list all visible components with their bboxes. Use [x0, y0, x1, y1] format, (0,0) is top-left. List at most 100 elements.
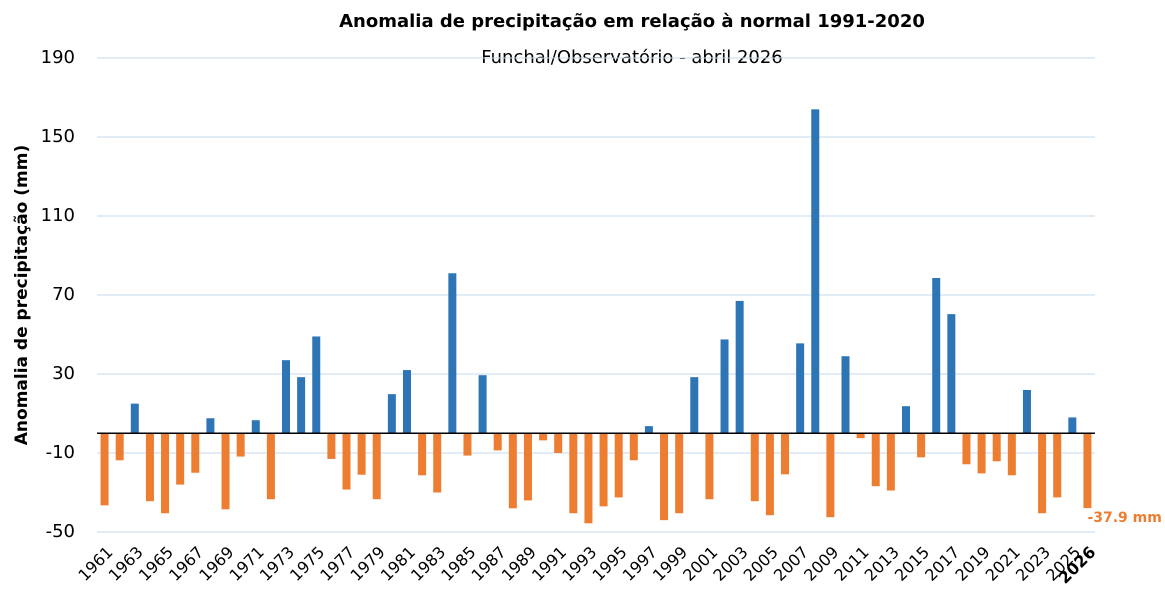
- bar: [206, 418, 215, 434]
- y-tick-label: -10: [46, 442, 75, 463]
- x-tick-label: 1993: [558, 543, 600, 585]
- bar: [569, 433, 578, 514]
- bar: [992, 433, 1001, 462]
- bar: [191, 433, 200, 473]
- bar: [690, 377, 699, 434]
- bar: [282, 360, 291, 434]
- y-tick-label: -50: [46, 521, 75, 542]
- bar: [1038, 433, 1047, 514]
- y-tick-label: 30: [52, 363, 75, 384]
- bar: [448, 273, 457, 434]
- bar: [100, 433, 109, 506]
- bar: [886, 433, 895, 491]
- bar: [418, 433, 427, 476]
- bar: [644, 426, 653, 434]
- x-tick-label: 1973: [256, 543, 298, 585]
- x-tick-label: 1983: [407, 543, 449, 585]
- bar: [932, 278, 941, 434]
- y-tick-label: 150: [41, 126, 75, 147]
- bar: [221, 433, 230, 510]
- bar: [508, 433, 517, 509]
- bar: [856, 433, 865, 439]
- bar: [493, 433, 502, 451]
- x-tick-label: 2019: [951, 543, 993, 585]
- bar: [599, 433, 608, 507]
- x-tick-label: 2003: [709, 543, 751, 585]
- bar: [1022, 389, 1031, 434]
- bar: [1083, 433, 1092, 509]
- x-tick-label: 1971: [226, 543, 268, 585]
- bar: [312, 336, 321, 434]
- y-tick-label: 110: [41, 205, 75, 226]
- bar: [1068, 417, 1077, 434]
- x-tick-label: 2001: [679, 543, 721, 585]
- x-tick-label: 1967: [165, 543, 207, 585]
- x-tick-label: 2015: [891, 543, 933, 585]
- x-tick-label: 1985: [437, 543, 479, 585]
- bar: [433, 433, 442, 493]
- bar: [811, 109, 820, 434]
- bar: [660, 433, 669, 521]
- x-tick-label: 1979: [347, 543, 389, 585]
- bar: [463, 433, 472, 456]
- x-tick-label: 2007: [770, 543, 812, 585]
- bar: [1053, 433, 1062, 498]
- bar: [962, 433, 971, 465]
- bar: [115, 433, 124, 461]
- bar: [735, 300, 744, 434]
- x-tick-label: 2011: [830, 543, 872, 585]
- bar: [176, 433, 185, 485]
- bar: [372, 433, 381, 500]
- x-tick-label: 2013: [861, 543, 903, 585]
- bar: [297, 377, 306, 434]
- bar: [871, 433, 880, 487]
- data-label: -37.9 mm: [1087, 510, 1161, 526]
- x-tick-label: 1975: [286, 543, 328, 585]
- bar: [402, 370, 411, 434]
- x-tick-label: 1995: [588, 543, 630, 585]
- bar: [841, 356, 850, 434]
- bar: [357, 433, 366, 475]
- bar: [977, 433, 986, 474]
- x-tick-label: 2005: [740, 543, 782, 585]
- chart-title: Anomalia de precipitação em relação à no…: [339, 11, 925, 32]
- x-tick-label: 1997: [619, 543, 661, 585]
- bar: [947, 314, 956, 434]
- bar: [750, 433, 759, 502]
- bar: [705, 433, 714, 500]
- bar: [145, 433, 154, 502]
- x-tick-label: 2017: [921, 543, 963, 585]
- bar: [675, 433, 684, 514]
- bar: [161, 433, 170, 514]
- bar: [917, 433, 926, 458]
- bar: [614, 433, 623, 498]
- bar: [251, 420, 260, 434]
- bar: [130, 403, 139, 434]
- bar: [342, 433, 351, 490]
- bar: [584, 433, 593, 524]
- x-tick-label: 1991: [528, 543, 570, 585]
- bar: [387, 394, 396, 434]
- bar: [901, 406, 910, 434]
- x-tick-label: 1961: [74, 543, 116, 585]
- y-axis-title: Anomalia de precipitação (mm): [12, 145, 32, 445]
- x-tick-label: 1963: [105, 543, 147, 585]
- bar: [523, 433, 532, 501]
- x-tick-label: 2021: [982, 543, 1024, 585]
- x-tick-label: 2023: [1012, 543, 1054, 585]
- x-tick-label: 1981: [377, 543, 419, 585]
- bar: [826, 433, 835, 518]
- x-tick-label: 1965: [135, 543, 177, 585]
- bar: [765, 433, 774, 516]
- y-tick-label: 70: [52, 284, 75, 305]
- x-tick-label: 1989: [498, 543, 540, 585]
- bar: [327, 433, 336, 459]
- bar: [781, 433, 790, 475]
- bar: [720, 339, 729, 434]
- bar: [796, 343, 805, 434]
- x-tick-label: 1969: [195, 543, 237, 585]
- bar: [1007, 433, 1016, 476]
- x-tick-label: 1999: [649, 543, 691, 585]
- x-tick-label: 1977: [316, 543, 358, 585]
